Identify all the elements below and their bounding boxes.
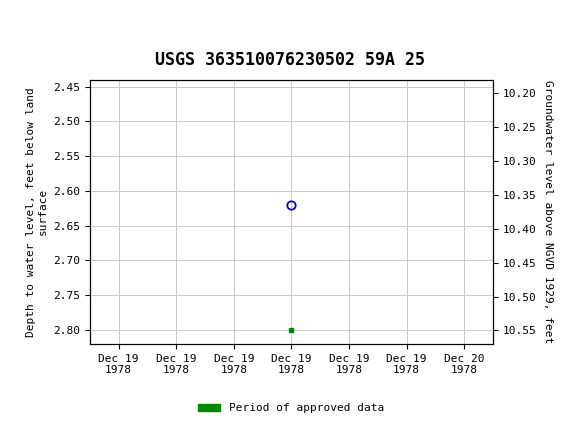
Y-axis label: Groundwater level above NGVD 1929, feet: Groundwater level above NGVD 1929, feet: [543, 80, 553, 344]
Legend: Period of approved data: Period of approved data: [194, 399, 389, 418]
Text: ≋: ≋: [7, 6, 30, 34]
Text: USGS: USGS: [39, 9, 108, 30]
Y-axis label: Depth to water level, feet below land
surface: Depth to water level, feet below land su…: [26, 87, 48, 337]
Text: USGS 363510076230502 59A 25: USGS 363510076230502 59A 25: [155, 51, 425, 69]
